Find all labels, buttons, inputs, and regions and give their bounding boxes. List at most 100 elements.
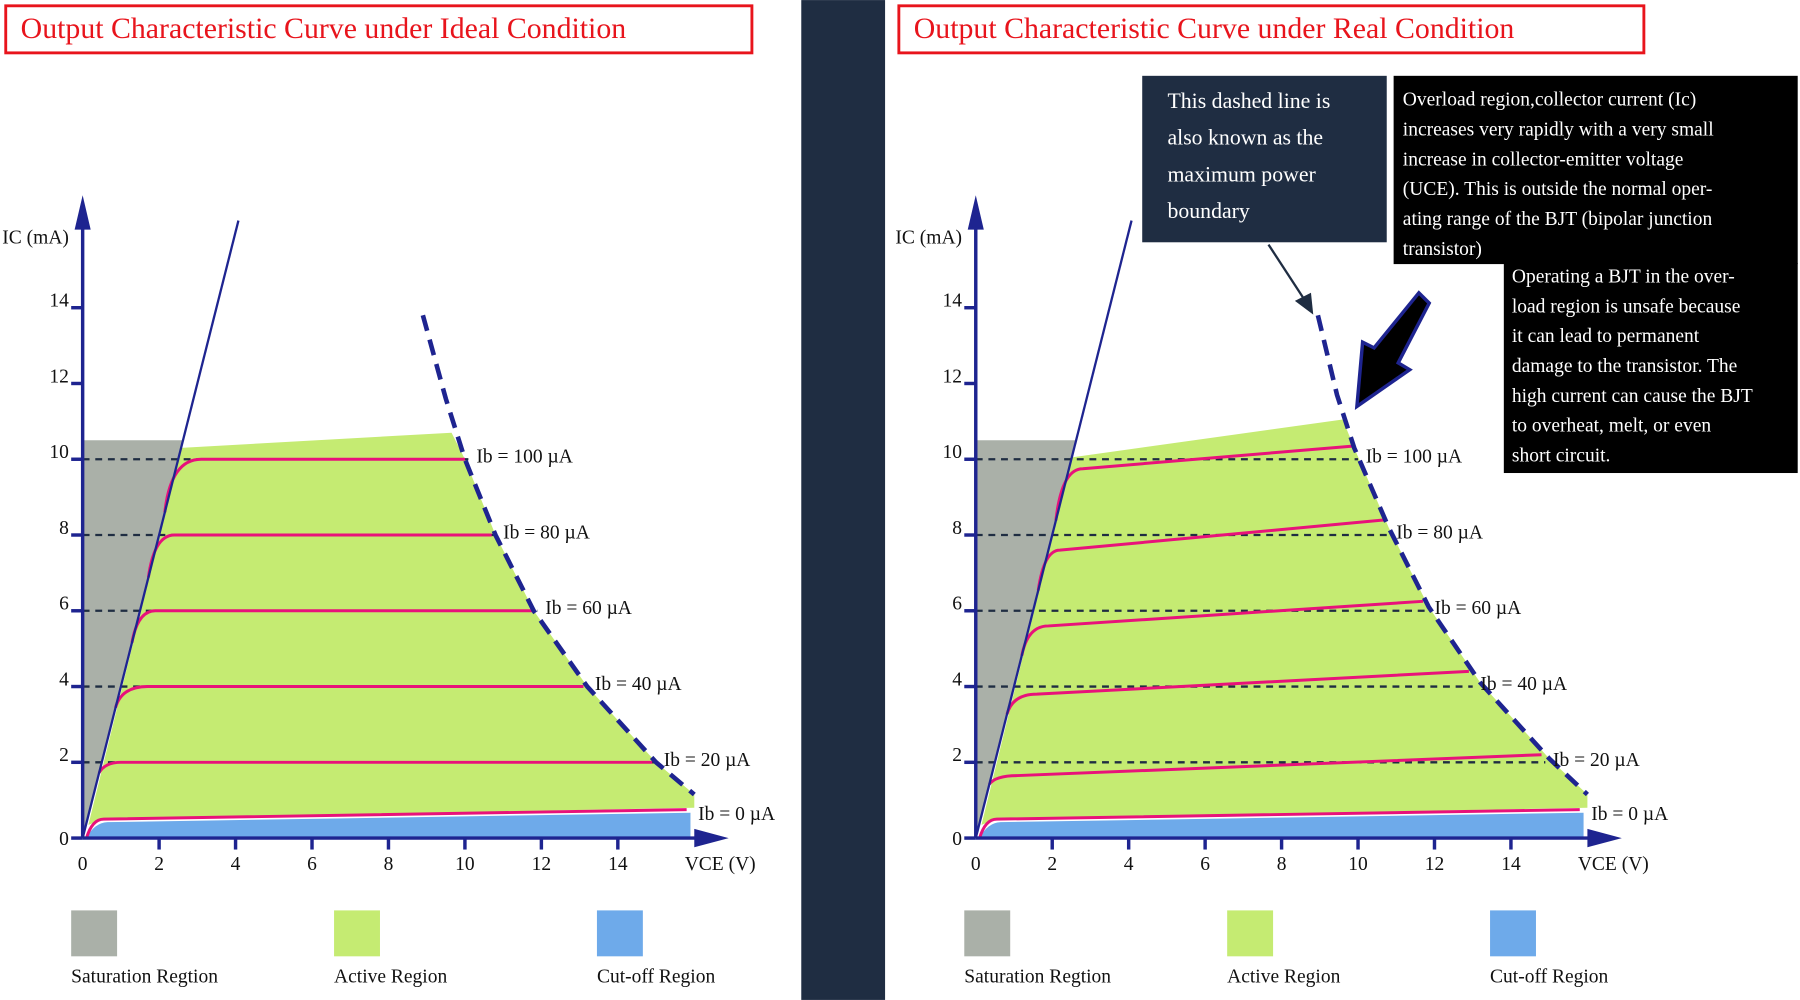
boundary-callout-line: boundary <box>1167 199 1249 223</box>
overload-callout-box <box>1393 75 1798 265</box>
y-tick-label: 10 <box>49 442 68 463</box>
y-tick-label: 14 <box>49 291 69 312</box>
legend-label: Cut-off Region <box>597 967 716 988</box>
ib-curve <box>85 808 687 839</box>
ib-curve-label: Ib = 20 µA <box>1553 750 1640 771</box>
ib-curve-label: Ib = 0 µA <box>698 804 775 825</box>
saturation-line <box>81 220 240 839</box>
boundary-callout-line: This dashed line is <box>1167 89 1330 113</box>
title-ideal-text: Output Characteristic Curve under Ideal … <box>21 12 627 45</box>
active-region <box>88 432 695 825</box>
ib-curve-label: Ib = 40 µA <box>595 674 682 695</box>
y-tick-label: 10 <box>942 442 962 463</box>
x-axis-arrow-icon <box>1587 828 1622 848</box>
callout-line: it can lead to permanent <box>1512 326 1700 347</box>
callout-line: Overload region,collector current (Ic) <box>1403 90 1696 111</box>
saturation-line <box>974 220 1133 839</box>
overload-arrow-icon <box>1354 290 1432 410</box>
y-tick-label: 2 <box>952 745 962 766</box>
callout-line: to overheat, melt, or even <box>1512 416 1712 437</box>
x-axis-label: VCE (V) <box>685 854 756 875</box>
title-ideal-frame <box>4 4 754 55</box>
x-tick-label: 4 <box>1124 854 1134 875</box>
boundary-callout: This dashed line is also known as the ma… <box>1142 75 1387 315</box>
ib-curve-label: Ib = 60 µA <box>545 598 632 619</box>
title-real: Output Characteristic Curve under Real C… <box>897 4 1646 55</box>
x-axis-arrow-icon <box>694 828 729 848</box>
x-tick-label: 14 <box>1501 854 1521 875</box>
y-axis-label: IC (mA) <box>2 227 69 248</box>
boundary-callout-line: maximum power <box>1167 162 1316 186</box>
x-tick-label: 14 <box>608 854 628 875</box>
y-tick-label: 8 <box>952 518 962 539</box>
y-axis-label: IC (mA) <box>895 227 962 248</box>
pointer-arrow-line <box>1267 243 1307 302</box>
cutoff-region <box>979 812 1584 839</box>
x-tick-label: 2 <box>154 854 164 875</box>
x-tick-label: 8 <box>1277 854 1287 875</box>
center-divider <box>801 0 886 1000</box>
active-region <box>981 419 1588 825</box>
ib-curve-label: Ib = 80 µA <box>503 522 590 543</box>
pointer-arrow-head <box>1294 292 1314 315</box>
callout-line: Operating a BJT in the over- <box>1512 266 1735 287</box>
callout-line: increase in collector-emitter voltage <box>1403 149 1684 170</box>
y-tick-label: 0 <box>952 829 962 850</box>
ib-curve <box>978 808 1580 839</box>
legend-swatch <box>1227 910 1274 957</box>
legend-swatch <box>71 910 118 957</box>
x-tick-label: 8 <box>384 854 394 875</box>
cutoff-region <box>86 812 691 839</box>
y-tick-label: 8 <box>59 518 69 539</box>
x-tick-label: 6 <box>307 854 317 875</box>
x-tick-label: 12 <box>532 854 552 875</box>
legend-real: Saturation Regtion Active Region Cut-off R… <box>964 910 1609 988</box>
boundary-callout-line: also known as the <box>1167 126 1323 150</box>
boundary-callout-box <box>1142 75 1387 243</box>
real-chart: Ib = 100 µA Ib = 80 µA Ib = 60 µA Ib = 40 µ… <box>895 195 1668 875</box>
ib-curve-label: Ib = 20 µA <box>664 750 751 771</box>
legend-label: Saturation Regtion <box>964 967 1111 988</box>
max-power-boundary <box>420 314 696 797</box>
y-axis-arrow-icon <box>967 195 984 230</box>
legend-label: Active Region <box>334 967 447 988</box>
y-tick-label: 12 <box>49 366 68 387</box>
legend-ideal: Saturation Regtion Active Region Cut-off R… <box>71 910 716 988</box>
callout-line: increases very rapidly with a very small <box>1403 120 1714 141</box>
callout-line: load region is unsafe because <box>1512 296 1740 317</box>
x-tick-label: 0 <box>971 854 981 875</box>
legend-label: Saturation Regtion <box>71 967 218 988</box>
callout-line: (UCE). This is outside the normal oper- <box>1403 179 1713 200</box>
ib-curve-label: Ib = 40 µA <box>1480 674 1567 695</box>
ib-curve-label: Ib = 60 µA <box>1435 598 1522 619</box>
ib-curve <box>163 457 465 513</box>
y-axis-arrow-icon <box>74 195 91 230</box>
x-tick-label: 6 <box>1200 854 1210 875</box>
x-tick-label: 4 <box>231 854 241 875</box>
x-tick-label: 2 <box>1047 854 1057 875</box>
y-tick-label: 4 <box>59 669 69 690</box>
ib-curve-label: Ib = 100 µA <box>1366 447 1462 468</box>
callout-line: short circuit. <box>1512 446 1611 467</box>
ib-curve-label: Ib = 0 µA <box>1591 804 1668 825</box>
y-tick-label: 14 <box>942 291 962 312</box>
callout-line: ating range of the BJT (bipolar junction <box>1403 209 1713 230</box>
legend-label: Cut-off Region <box>1490 967 1609 988</box>
legend-label: Active Region <box>1227 967 1340 988</box>
legend-swatch <box>964 910 1011 957</box>
x-tick-label: 10 <box>455 854 475 875</box>
y-tick-label: 2 <box>59 745 69 766</box>
callout-line: damage to the transistor. The <box>1512 356 1737 377</box>
legend-swatch <box>596 910 643 957</box>
x-tick-label: 0 <box>78 854 88 875</box>
callout-line: transistor) <box>1403 239 1482 260</box>
title-ideal: Output Characteristic Curve under Ideal … <box>4 4 754 55</box>
unsafe-callout-box <box>1503 262 1798 474</box>
y-tick-label: 6 <box>59 594 69 615</box>
title-real-text: Output Characteristic Curve under Real C… <box>914 12 1515 45</box>
y-tick-label: 12 <box>942 366 962 387</box>
title-real-frame <box>897 4 1646 55</box>
x-axis-label: VCE (V) <box>1578 854 1649 875</box>
y-tick-label: 4 <box>952 669 962 690</box>
